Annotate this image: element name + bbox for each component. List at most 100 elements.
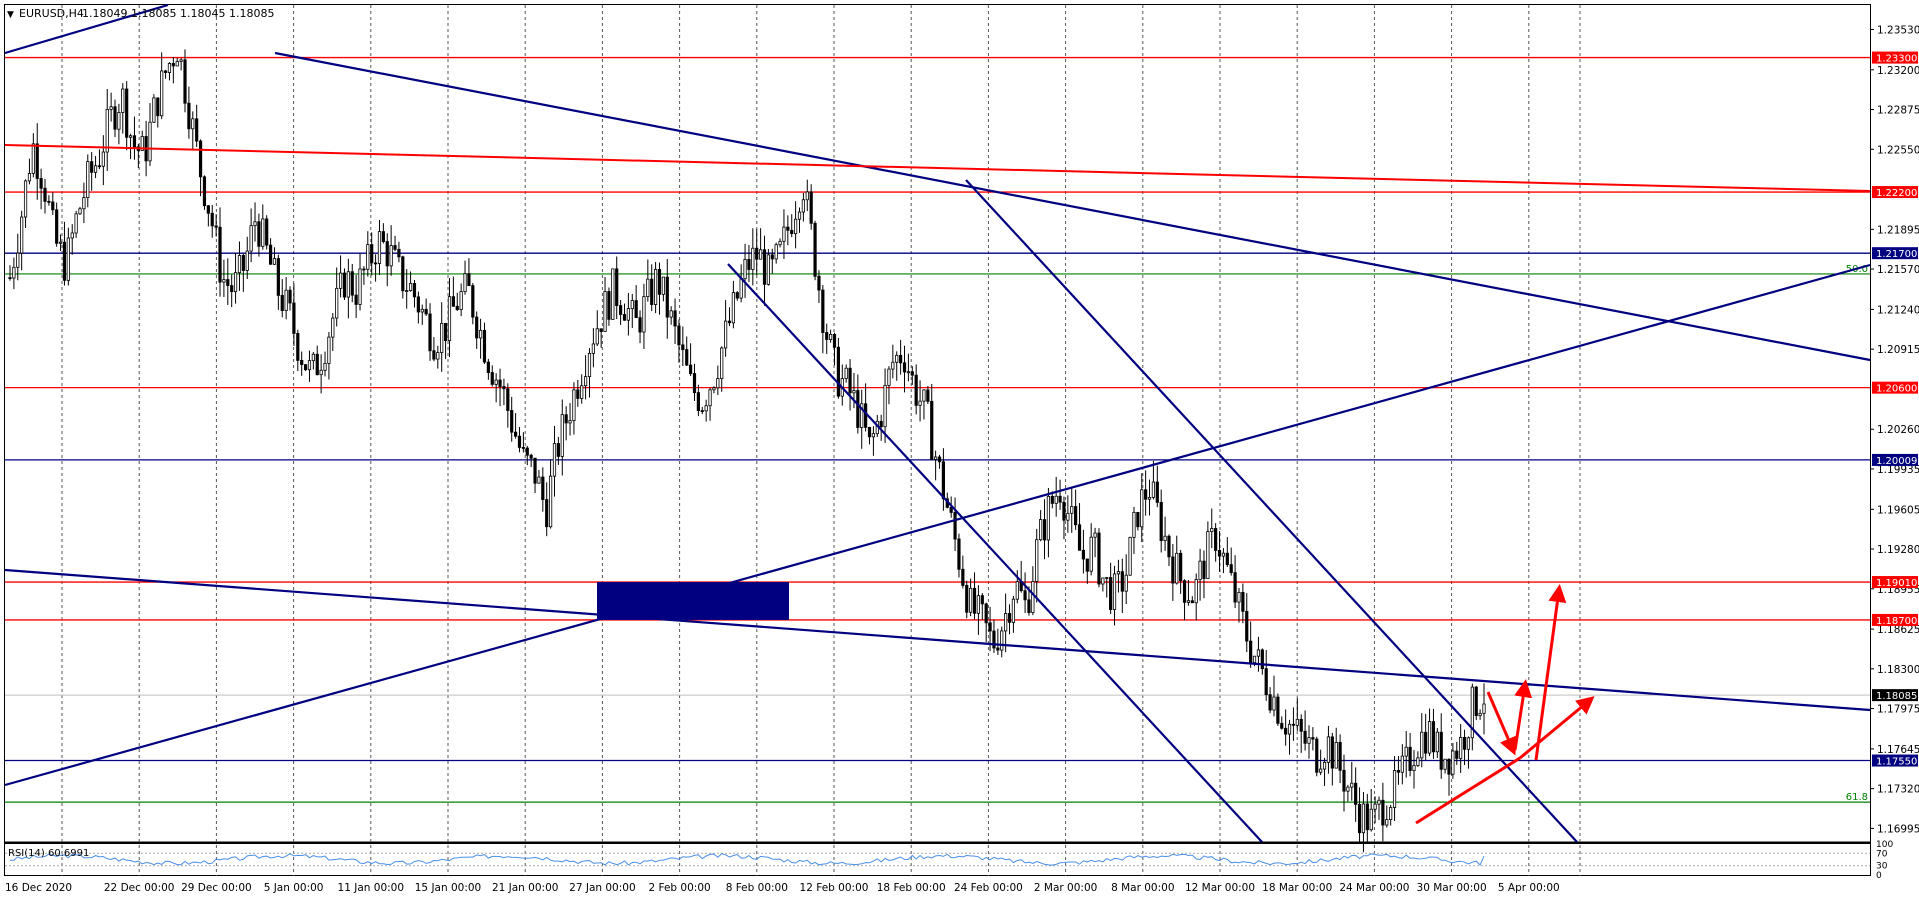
- candle-body: [937, 456, 942, 463]
- price-tick-label: 1.23200: [1877, 65, 1919, 77]
- candle-body: [1050, 495, 1054, 504]
- collapse-arrow-icon[interactable]: ▼: [7, 10, 14, 20]
- candle-body: [1346, 786, 1350, 792]
- candle-body: [1431, 721, 1436, 753]
- candle-body: [179, 59, 183, 62]
- candle-body: [1392, 770, 1397, 808]
- candle-body: [778, 240, 782, 246]
- candle-body: [864, 403, 868, 428]
- candle-body: [1400, 755, 1404, 773]
- candle-body: [1105, 577, 1109, 579]
- candle-body: [389, 245, 393, 267]
- level-price-tag: [1872, 754, 1918, 767]
- candle-body: [1424, 731, 1428, 754]
- candle-body: [486, 361, 490, 373]
- candle-body: [432, 350, 436, 360]
- candle-body: [801, 199, 805, 213]
- candle-body: [1007, 613, 1012, 623]
- price-tick-label: 1.18300: [1877, 664, 1919, 676]
- candle-body: [941, 461, 946, 500]
- red-arrows: [1415, 584, 1595, 825]
- price-tick-label: 1.21895: [1877, 224, 1919, 236]
- candle-body: [300, 360, 304, 366]
- candle-body: [86, 161, 90, 199]
- price-tick-label: 1.17975: [1877, 704, 1919, 716]
- candle-body: [1077, 524, 1082, 551]
- price-tick-label: 1.17645: [1877, 744, 1919, 756]
- price-tick-label: 1.22550: [1877, 144, 1919, 156]
- candle-body: [576, 389, 580, 399]
- candle-body: [1334, 742, 1338, 769]
- candle-body: [1291, 723, 1296, 726]
- candle-body: [101, 151, 105, 167]
- candle-body: [630, 300, 634, 309]
- candle-body: [416, 296, 420, 313]
- candle-body: [934, 456, 938, 460]
- candle-body: [611, 268, 615, 320]
- candle-body: [910, 371, 914, 376]
- candle-body: [961, 568, 965, 586]
- candle-body: [568, 420, 572, 424]
- candle-body: [280, 294, 284, 311]
- trendline: [4, 263, 1871, 787]
- ohlc-label: 1.18049 1.18085 1.18045 1.18085: [82, 7, 274, 20]
- level-price-label: 1.20009: [1876, 456, 1917, 467]
- price-tick-label: 1.19935: [1877, 464, 1919, 476]
- candle-body: [700, 410, 704, 412]
- price-tick-label: 1.18625: [1877, 624, 1919, 636]
- time-tick-label: 27 Jan 00:00: [569, 882, 635, 894]
- candle-body: [1202, 560, 1206, 579]
- level-price-tag: [1872, 453, 1918, 466]
- candle-body: [747, 259, 751, 270]
- candle-body: [1093, 532, 1097, 538]
- time-tick-label: 5 Jan 00:00: [264, 882, 324, 894]
- candle-body: [1175, 552, 1179, 584]
- candle-body: [891, 361, 895, 370]
- candle-body: [1260, 649, 1264, 670]
- candle-body: [463, 273, 467, 292]
- candle-body: [887, 368, 891, 386]
- candle-body: [1027, 599, 1031, 613]
- candle-body: [883, 384, 887, 428]
- candle-body: [1229, 564, 1233, 574]
- candle-body: [47, 200, 51, 203]
- candle-body: [755, 247, 759, 260]
- candle-body: [1268, 694, 1272, 711]
- candle-body: [661, 276, 665, 295]
- candle-body: [412, 283, 417, 298]
- candle-body: [1182, 580, 1187, 603]
- candle-body: [976, 595, 981, 614]
- candle-body: [770, 254, 774, 260]
- time-tick-label: 2 Mar 00:00: [1034, 882, 1097, 894]
- candle-body: [1210, 528, 1214, 532]
- candle-body: [117, 112, 121, 130]
- candle-body: [918, 400, 922, 406]
- candle-body: [226, 279, 230, 286]
- candle-body: [335, 287, 339, 319]
- candle-body: [634, 300, 638, 319]
- candle-body: [1396, 770, 1401, 773]
- candle-body: [12, 266, 16, 279]
- candle-body: [654, 269, 658, 305]
- projection-arrow: [1534, 584, 1567, 761]
- candle-body: [171, 63, 175, 67]
- rsi-line: [9, 853, 1485, 866]
- time-tick-label: 8 Mar 00:00: [1111, 882, 1174, 894]
- fib-level-label: 61.8: [1846, 792, 1868, 803]
- candle-body: [1004, 613, 1008, 632]
- candle-body: [377, 231, 382, 264]
- candle-body: [455, 305, 459, 310]
- candle-body: [1389, 807, 1393, 820]
- candle-body: [1361, 803, 1366, 834]
- candle-body: [1163, 535, 1167, 542]
- candle-body: [191, 118, 195, 130]
- price-tick-label: 1.19280: [1877, 544, 1919, 556]
- candle-body: [428, 313, 432, 352]
- candle-body: [724, 320, 728, 349]
- candle-body: [1482, 703, 1486, 714]
- candle-body: [1466, 737, 1471, 750]
- candle-body: [930, 400, 934, 460]
